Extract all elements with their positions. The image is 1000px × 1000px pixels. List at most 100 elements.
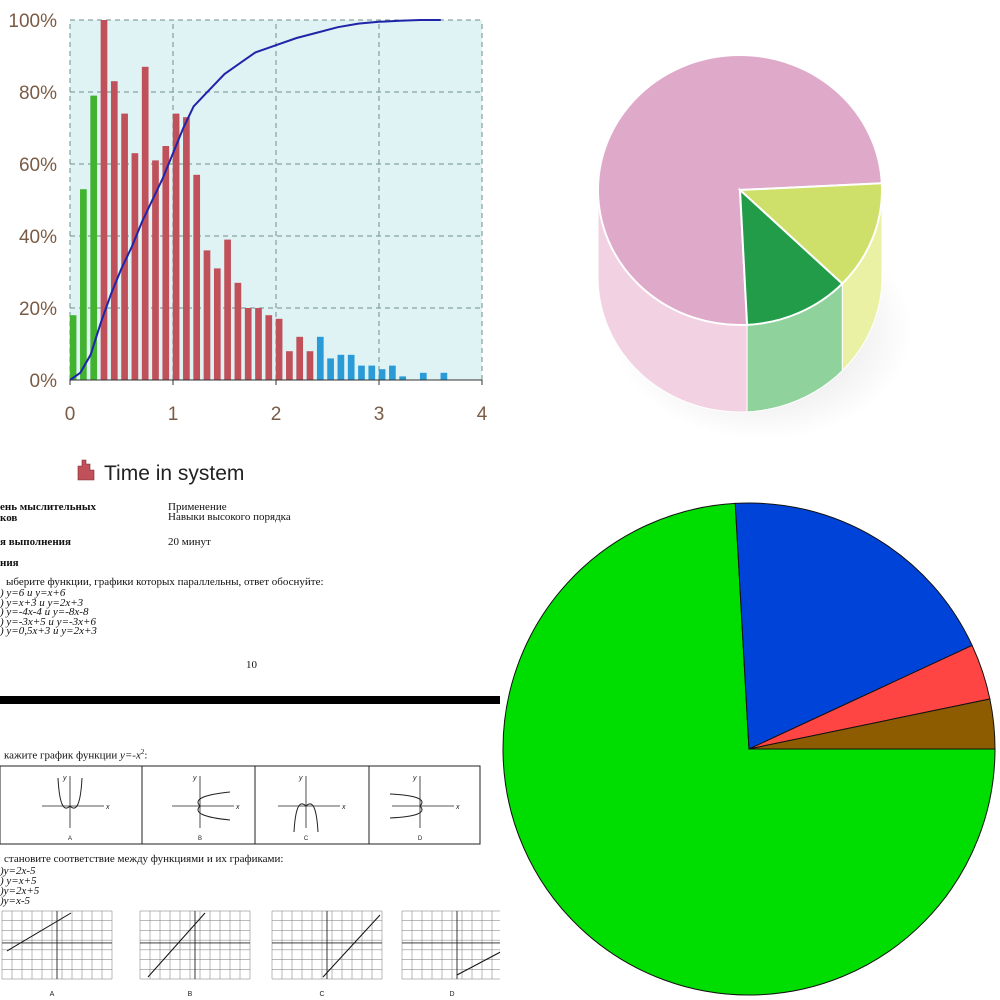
legend-swatch-icon [77, 459, 95, 481]
y-tick-label: 100% [8, 11, 57, 32]
histogram-bar [306, 351, 314, 380]
histogram-bar [296, 336, 304, 380]
table-cell-application: Применение [168, 501, 227, 513]
function-curve [57, 777, 83, 809]
histogram-bar [172, 113, 180, 380]
axis-y-label: y [192, 775, 197, 782]
axis-y-label: y [412, 775, 417, 782]
histogram-bar [255, 308, 262, 380]
grid-label: C [319, 991, 324, 998]
x-tick-label: 3 [374, 404, 385, 425]
question-1-option: ) y=x+3 и y=2x+3 [0, 596, 84, 609]
y-tick-label: 40% [19, 227, 57, 248]
table-cell-skills: Навыки высокого порядка [168, 511, 291, 523]
x-tick-labels: 0 1 2 3 4 [65, 404, 488, 425]
histogram-bar [100, 20, 108, 380]
pie-slice [734, 502, 973, 750]
grid-label: D [449, 991, 454, 998]
grid-label: A [50, 991, 55, 998]
histogram-bars [69, 20, 448, 381]
histogram-bar [162, 146, 170, 380]
grid-label: B [188, 991, 193, 998]
histogram-bar [213, 268, 221, 380]
histogram-bar [244, 308, 252, 380]
histogram-bar [141, 66, 149, 381]
legend: Time in system [77, 459, 244, 485]
function-curve [293, 803, 319, 833]
pie-slice [737, 182, 883, 286]
y-tick-label: 20% [19, 299, 57, 320]
table-cell-level: ень мыслительных [0, 501, 96, 513]
axis-y-label: y [62, 775, 67, 782]
function-line [456, 951, 500, 976]
histogram-bar [224, 239, 231, 380]
y-tick-label: 60% [19, 155, 57, 176]
x-tick-label: 0 [65, 404, 76, 425]
histogram-bar [327, 358, 334, 380]
histogram-bar [440, 372, 448, 380]
histogram-bar [121, 113, 128, 380]
histogram-bar [337, 354, 345, 380]
graph-table-border [0, 765, 481, 845]
y-tick-label: 80% [19, 83, 57, 104]
function-graphs-table: x y Ax y Bx y Cx y D [0, 765, 481, 845]
histogram-bar [347, 354, 355, 380]
graph-label: C [304, 836, 309, 842]
table-cell-minutes: 20 минут [168, 536, 211, 548]
histogram-bar [316, 336, 324, 380]
function-curve [389, 793, 423, 819]
axis-x-label: x [235, 804, 240, 811]
histogram-bar [275, 318, 283, 380]
x-tick-label: 1 [168, 404, 179, 425]
pie-slice [748, 698, 996, 750]
function-line [147, 912, 206, 978]
histogram-bar [69, 315, 77, 380]
histogram-bar [265, 315, 273, 380]
histogram-bar [183, 117, 190, 380]
pie-slice [738, 187, 844, 326]
x-tick-label: 2 [271, 404, 282, 425]
histogram-bar [152, 160, 159, 380]
y-tick-labels: 0% 20% 40% 60% 80% 100% [8, 11, 57, 392]
graph-label: A [68, 836, 72, 842]
pie-3d-slices [597, 54, 883, 326]
question-1-option: ) y=-3x+5 и y=-3x+6 [0, 615, 96, 628]
histogram-bar [110, 81, 118, 380]
question-3: становите соответствие между функциями и… [4, 853, 284, 865]
question-1-option: ) y=6 и y=x+6 [0, 587, 66, 599]
axis-x-label: x [341, 804, 346, 811]
table-cell-level-cont: ков [0, 512, 18, 524]
section-heading: ния [0, 557, 19, 569]
histogram-panel: 0% 20% 40% 60% 80% 100% 0 1 2 3 4 Time in system [0, 0, 500, 500]
histogram-bar [131, 153, 139, 380]
histogram-bar [193, 174, 201, 380]
question-3-option: ) y=x+5 [0, 875, 37, 887]
document-panel: ень мыслительных ков Применение Навыки в… [0, 500, 500, 1000]
question-1-option: ) y=-4x-4 и y=-8x-8 [0, 606, 89, 618]
function-line [322, 914, 381, 978]
pie-3d-panel [500, 0, 1000, 500]
question-1: ыберите функции, графики которых паралле… [6, 576, 324, 588]
graph-label: B [198, 836, 202, 842]
cumulative-line [69, 19, 441, 381]
page-number: 10 [246, 659, 257, 671]
question-2: кажите график функции y=-x2: [4, 748, 148, 762]
histogram-bar [286, 351, 293, 380]
linear-graphs-row: A B C D [1, 910, 500, 998]
axis-y-label: y [298, 775, 303, 782]
histogram-bar [234, 282, 242, 380]
x-tick-label: 4 [477, 404, 488, 425]
histogram-bar [90, 95, 98, 380]
histogram-bar [419, 372, 427, 380]
question-3-option: )y=x-5 [0, 895, 31, 907]
histogram-bar [358, 365, 365, 380]
function-line [6, 912, 72, 952]
question-1-option: ) y=0,5x+3 и y=2x+3 [0, 625, 97, 637]
table-cell-time: я выполнения [0, 536, 71, 548]
histogram-chart: 0% 20% 40% 60% 80% 100% 0 1 2 3 4 Time in system [8, 11, 488, 485]
function-curve [197, 791, 231, 821]
pie-2d-chart [502, 502, 996, 996]
question-3-option: )y=2x+5 [0, 885, 40, 897]
histogram-bar [399, 376, 407, 380]
histogram-bar [378, 369, 386, 380]
